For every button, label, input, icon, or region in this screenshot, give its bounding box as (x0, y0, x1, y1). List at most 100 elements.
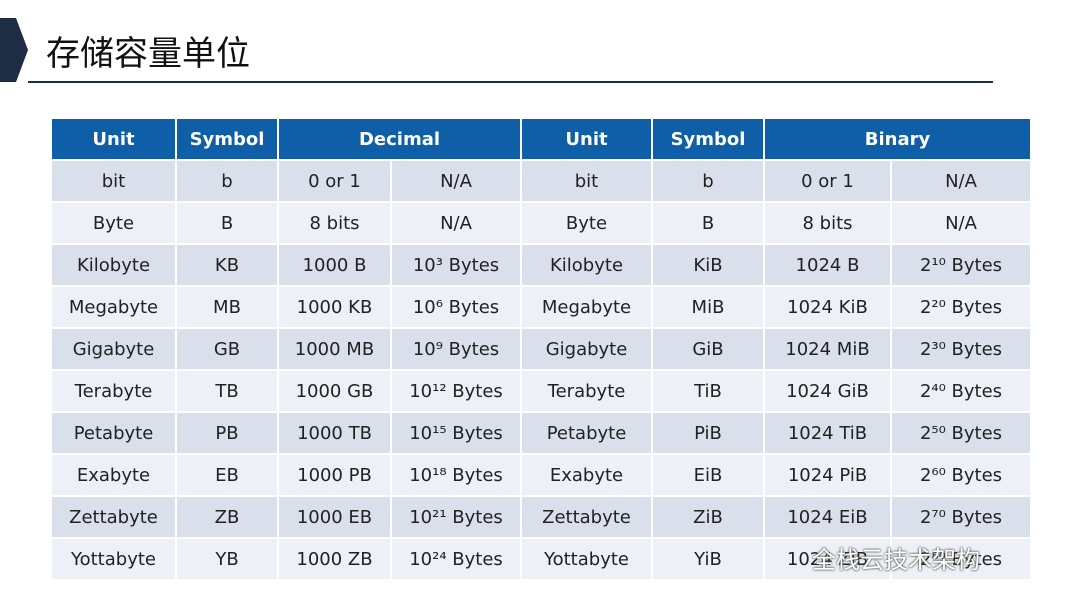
table-cell: TB (175, 369, 279, 413)
title-chevron (0, 18, 28, 82)
table-cell: 10²⁴ Bytes (390, 537, 522, 581)
table-cell: 2²⁰ Bytes (890, 285, 1032, 329)
table-cell: Petabyte (520, 411, 653, 455)
table-cell: 1024 MiB (763, 327, 892, 371)
table-cell: 1000 GB (277, 369, 392, 413)
table-cell: N/A (390, 159, 522, 203)
table-cell: 10¹⁵ Bytes (390, 411, 522, 455)
table-cell: Kilobyte (50, 243, 177, 287)
table-row: Byte B 8 bits N/A Byte B 8 bits N/A (50, 201, 1032, 245)
table-cell: Yottabyte (50, 537, 177, 581)
table-cell: Petabyte (50, 411, 177, 455)
table-row: Kilobyte KB 1000 B 10³ Bytes Kilobyte KiB 1024… (50, 243, 1032, 287)
table-cell: 0 or 1 (763, 159, 892, 203)
table-cell: b (175, 159, 279, 203)
table-cell: 1000 B (277, 243, 392, 287)
watermark: 全栈云技术架构 (812, 546, 980, 574)
table-cell: Exabyte (520, 453, 653, 497)
table-cell: ZiB (651, 495, 765, 539)
table-cell: Terabyte (520, 369, 653, 413)
table-cell: 10⁶ Bytes (390, 285, 522, 329)
table-row: bit b 0 or 1 N/A bit b 0 or 1 N/A (50, 159, 1032, 203)
table-cell: 10²¹ Bytes (390, 495, 522, 539)
column-header: Binary (763, 117, 1032, 161)
table-cell: bit (520, 159, 653, 203)
table-cell: MiB (651, 285, 765, 329)
table-row: Exabyte EB 1000 PB 10¹⁸ Bytes Exabyte EiB 1024… (50, 453, 1032, 497)
table-cell: B (175, 201, 279, 245)
table-cell: B (651, 201, 765, 245)
table-cell: 2³⁰ Bytes (890, 327, 1032, 371)
title: 存储容量单位 (46, 34, 250, 74)
table-cell: Terabyte (50, 369, 177, 413)
table-cell: 10⁹ Bytes (390, 327, 522, 371)
table-cell: Yottabyte (520, 537, 653, 581)
table-cell: PB (175, 411, 279, 455)
column-header: Decimal (277, 117, 522, 161)
table-cell: MB (175, 285, 279, 329)
units-table: Unit Symbol Decimal Unit Symbol Binary bit b 0 … (50, 117, 1032, 581)
table-cell: 2⁴⁰ Bytes (890, 369, 1032, 413)
table-cell: b (651, 159, 765, 203)
header-row: Unit Symbol Decimal Unit Symbol Binary (50, 117, 1032, 161)
table-cell: 1024 ZiB (763, 537, 892, 581)
table-cell: EiB (651, 453, 765, 497)
table-cell: KiB (651, 243, 765, 287)
table-cell: N/A (890, 159, 1032, 203)
table-cell: Kilobyte (520, 243, 653, 287)
table-cell: N/A (890, 201, 1032, 245)
table-cell: 1024 PiB (763, 453, 892, 497)
table-cell: 10¹⁸ Bytes (390, 453, 522, 497)
column-header: Unit (520, 117, 653, 161)
table-cell: Megabyte (520, 285, 653, 329)
table-cell: Gigabyte (50, 327, 177, 371)
table-cell: 1000 EB (277, 495, 392, 539)
table-cell: 2¹⁰ Bytes (890, 243, 1032, 287)
table-row: Megabyte MB 1000 KB 10⁶ Bytes Megabyte MiB 102… (50, 285, 1032, 329)
table-cell: Megabyte (50, 285, 177, 329)
table-cell: 1000 MB (277, 327, 392, 371)
table-cell: Zettabyte (50, 495, 177, 539)
table-cell: YB (175, 537, 279, 581)
table-cell: 1024 B (763, 243, 892, 287)
table-row: Yottabyte YB 1000 ZB 10²⁴ Bytes Yottabyte YiB… (50, 537, 1032, 581)
table-cell: PiB (651, 411, 765, 455)
table-cell: 1000 TB (277, 411, 392, 455)
table-cell: Zettabyte (520, 495, 653, 539)
table-cell: 10³ Bytes (390, 243, 522, 287)
table-row: Zettabyte ZB 1000 EB 10²¹ Bytes Zettabyte ZiB… (50, 495, 1032, 539)
table-row: Terabyte TB 1000 GB 10¹² Bytes Terabyte TiB 10… (50, 369, 1032, 413)
table-cell: N/A (390, 201, 522, 245)
table-cell: bit (50, 159, 177, 203)
table-cell: GiB (651, 327, 765, 371)
column-header: Unit (50, 117, 177, 161)
column-header: Symbol (175, 117, 279, 161)
table-cell: KB (175, 243, 279, 287)
table-row: Gigabyte GB 1000 MB 10⁹ Bytes Gigabyte GiB 102… (50, 327, 1032, 371)
table-cell: 1000 KB (277, 285, 392, 329)
table-cell: 2⁵⁰ Bytes (890, 411, 1032, 455)
table-cell: 1024 EiB (763, 495, 892, 539)
table-cell: 8 bits (277, 201, 392, 245)
table-cell: Byte (520, 201, 653, 245)
table-cell: TiB (651, 369, 765, 413)
table-cell: 2⁷⁰ Bytes (890, 495, 1032, 539)
table-cell: 1024 GiB (763, 369, 892, 413)
table-cell: Exabyte (50, 453, 177, 497)
table-cell: YiB (651, 537, 765, 581)
table-cell: 0 or 1 (277, 159, 392, 203)
table-cell: 8 bits (763, 201, 892, 245)
table-cell: Gigabyte (520, 327, 653, 371)
table-cell: 1024 KiB (763, 285, 892, 329)
table-cell: Byte (50, 201, 177, 245)
title-rule (28, 81, 993, 83)
table-cell: 10¹² Bytes (390, 369, 522, 413)
table-row: Petabyte PB 1000 TB 10¹⁵ Bytes Petabyte PiB 10… (50, 411, 1032, 455)
table-cell: 1024 TiB (763, 411, 892, 455)
table-cell: GB (175, 327, 279, 371)
table-cell: 2⁶⁰ Bytes (890, 453, 1032, 497)
table-cell: 1000 PB (277, 453, 392, 497)
column-header: Symbol (651, 117, 765, 161)
table-cell: 1000 ZB (277, 537, 392, 581)
